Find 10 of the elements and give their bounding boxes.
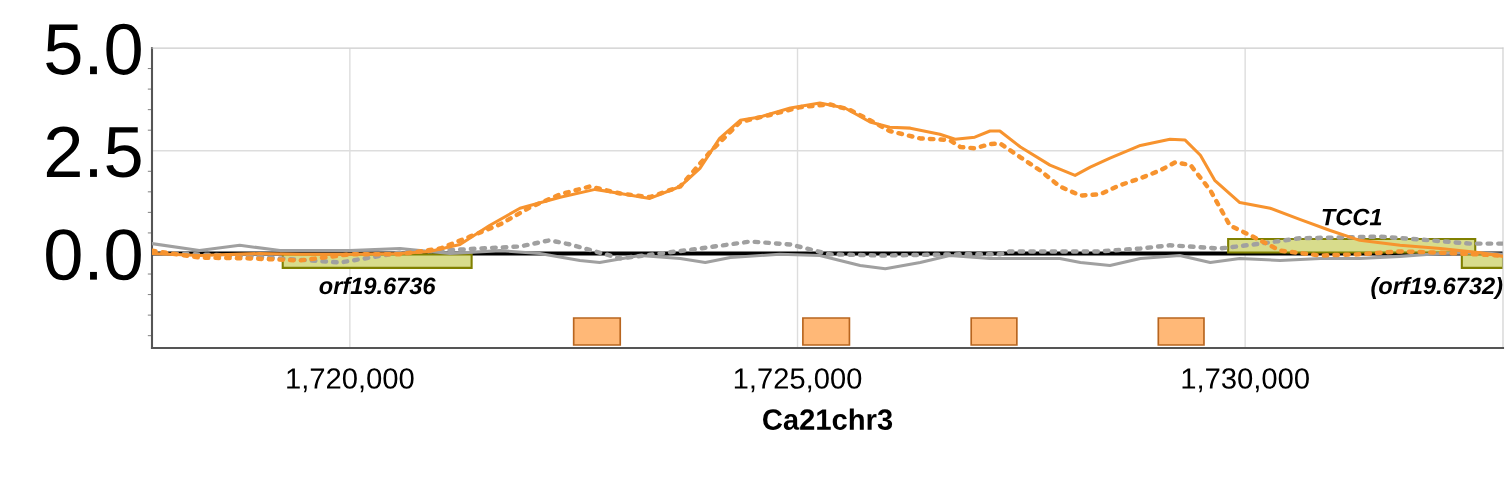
y-tick-label: 5.0 [46,23,141,75]
band-label: TCC1 [1322,208,1382,226]
x-tick-label: 1,720,000 [287,368,414,393]
x-tick-label: 1,725,000 [734,368,862,393]
band-label: (orf19.6732) [1371,276,1503,299]
y-tick-label: 0.0 [46,229,141,281]
band-label: orf19.6736 [319,276,436,295]
x-axis-title: Ca21chr3 [763,408,893,430]
x-tick-label: 1,730,000 [1182,368,1309,393]
y-tick-label: 2.5 [46,126,141,178]
